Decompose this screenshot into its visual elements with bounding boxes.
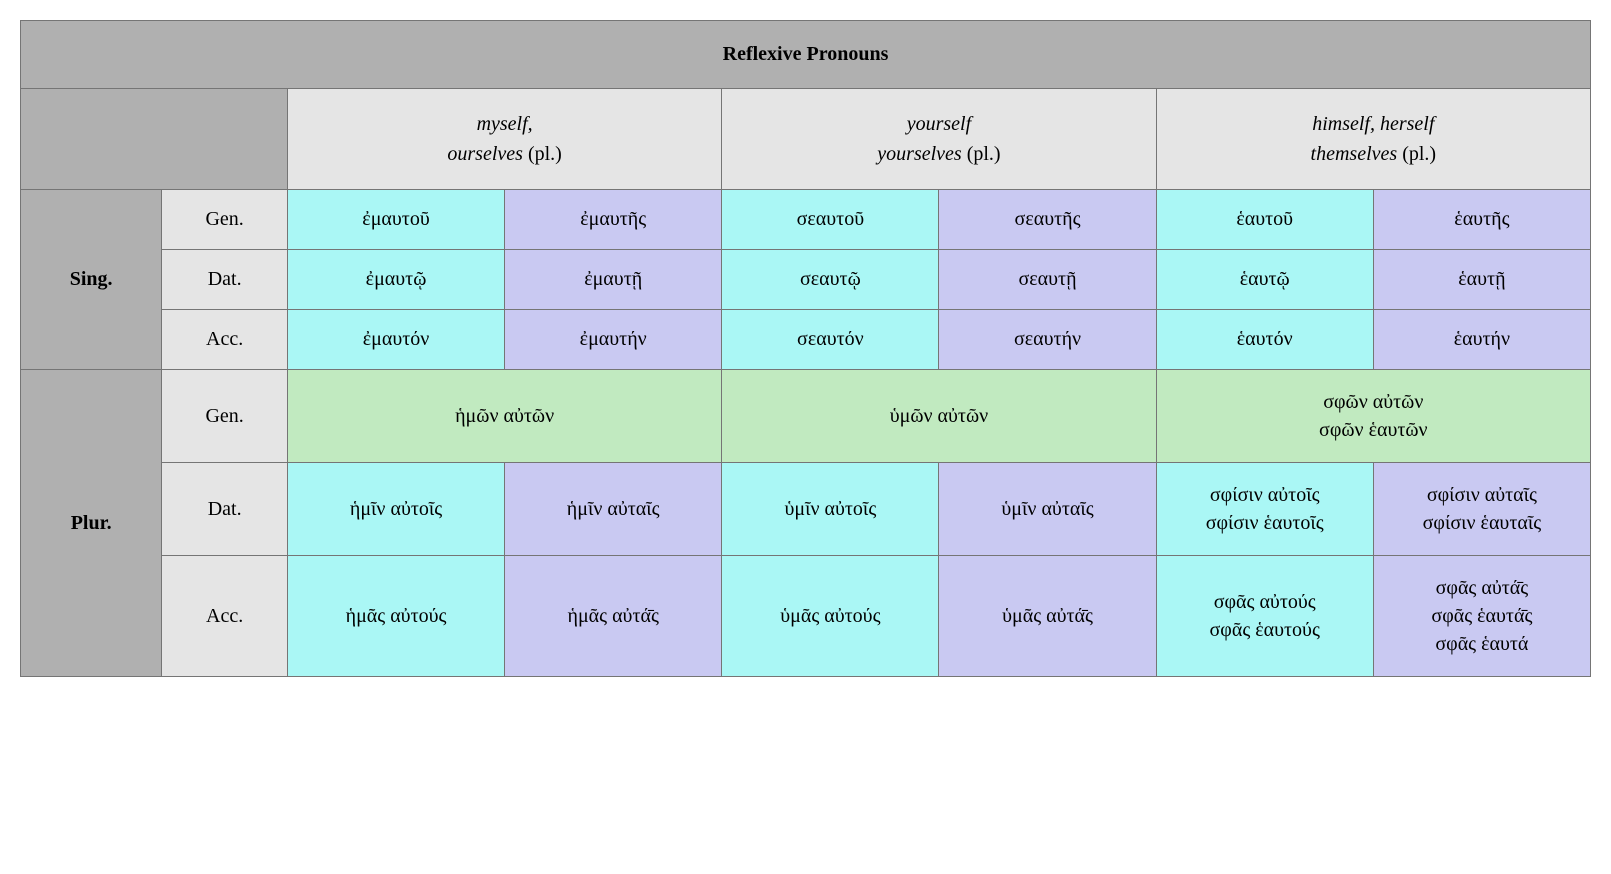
cell: σεαυτοῦ [722, 190, 939, 250]
col-header-2: yourself yourselves (pl.) [722, 89, 1156, 190]
cell: ἡμῖν αὐτοῖς [287, 463, 504, 556]
case-dat: Dat. [162, 250, 288, 310]
cell: σεαυτῆς [939, 190, 1156, 250]
row-sing-gen: Sing. Gen. ἐμαυτοῦ ἐμαυτῆς σεαυτοῦ σεαυτ… [21, 190, 1591, 250]
cell: ὑμᾶς αὐτούς [722, 556, 939, 677]
cell: ἐμαυτῆς [505, 190, 722, 250]
cell: σεαυτήν [939, 310, 1156, 370]
col-header-1: myself, ourselves (pl.) [287, 89, 721, 190]
cell: ἡμᾶς αὐτούς [287, 556, 504, 677]
cell: ἑαυτῷ [1156, 250, 1373, 310]
number-sing: Sing. [21, 190, 162, 370]
cell: ἑαυτόν [1156, 310, 1373, 370]
case-gen: Gen. [162, 190, 288, 250]
cell: σεαυτῷ [722, 250, 939, 310]
cell: ἐμαυτόν [287, 310, 504, 370]
cell: σφῶν αὐτῶνσφῶν ἑαυτῶν [1156, 370, 1590, 463]
case-gen: Gen. [162, 370, 288, 463]
cell: ὑμᾶς αὐτά̄ς [939, 556, 1156, 677]
cell: ἡμᾶς αὐτά̄ς [505, 556, 722, 677]
cell: ἡμῖν αὐταῖς [505, 463, 722, 556]
cell: ἑαυτοῦ [1156, 190, 1373, 250]
cell: σφᾶς αὐτούςσφᾶς ἑαυτούς [1156, 556, 1373, 677]
cell: ἑαυτῆς [1373, 190, 1590, 250]
cell: ὑμῶν αὐτῶν [722, 370, 1156, 463]
cell: ἐμαυτήν [505, 310, 722, 370]
column-headers-row: myself, ourselves (pl.) yourself yoursel… [21, 89, 1591, 190]
corner-blank [21, 89, 288, 190]
reflexive-pronouns-table: Reflexive Pronouns myself, ourselves (pl… [20, 20, 1591, 677]
cell: ἡμῶν αὐτῶν [287, 370, 721, 463]
cell: σφίσιν αὐτοῖςσφίσιν ἑαυτοῖς [1156, 463, 1373, 556]
cell: ὑμῖν αὐταῖς [939, 463, 1156, 556]
case-acc: Acc. [162, 310, 288, 370]
row-plur-dat: Dat. ἡμῖν αὐτοῖς ἡμῖν αὐταῖς ὑμῖν αὐτοῖς… [21, 463, 1591, 556]
row-plur-gen: Plur. Gen. ἡμῶν αὐτῶν ὑμῶν αὐτῶν σφῶν αὐ… [21, 370, 1591, 463]
cell: ὑμῖν αὐτοῖς [722, 463, 939, 556]
col-header-3: himself, herself themselves (pl.) [1156, 89, 1590, 190]
number-plur: Plur. [21, 370, 162, 677]
cell: ἑαυτῇ [1373, 250, 1590, 310]
row-plur-acc: Acc. ἡμᾶς αὐτούς ἡμᾶς αὐτά̄ς ὑμᾶς αὐτούς… [21, 556, 1591, 677]
cell: ἑαυτήν [1373, 310, 1590, 370]
case-acc: Acc. [162, 556, 288, 677]
cell: σεαυτῇ [939, 250, 1156, 310]
cell: ἐμαυτῇ [505, 250, 722, 310]
table-title: Reflexive Pronouns [21, 21, 1591, 89]
row-sing-acc: Acc. ἐμαυτόν ἐμαυτήν σεαυτόν σεαυτήν ἑαυ… [21, 310, 1591, 370]
case-dat: Dat. [162, 463, 288, 556]
cell: σεαυτόν [722, 310, 939, 370]
cell: σφίσιν αὐταῖςσφίσιν ἑαυταῖς [1373, 463, 1590, 556]
cell: σφᾶς αὐτά̄ςσφᾶς ἑαυτά̄ςσφᾶς ἑαυτά [1373, 556, 1590, 677]
row-sing-dat: Dat. ἐμαυτῷ ἐμαυτῇ σεαυτῷ σεαυτῇ ἑαυτῷ ἑ… [21, 250, 1591, 310]
cell: ἐμαυτοῦ [287, 190, 504, 250]
cell: ἐμαυτῷ [287, 250, 504, 310]
title-row: Reflexive Pronouns [21, 21, 1591, 89]
